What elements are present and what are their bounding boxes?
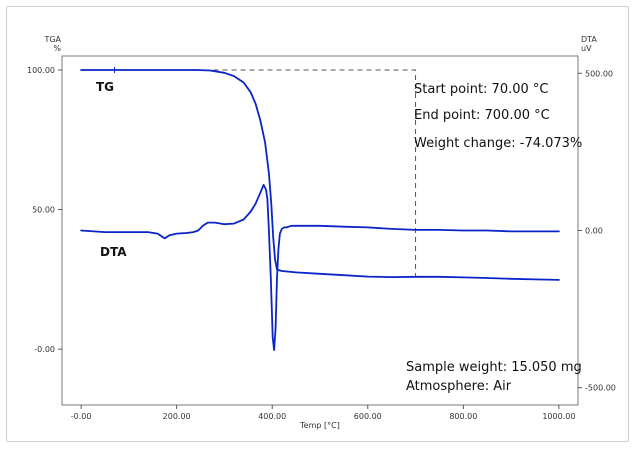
left-tick-label: -0.00 [34, 345, 55, 354]
x-tick-label: 800.00 [449, 412, 477, 421]
x-axis-title: Temp [°C] [299, 421, 340, 430]
right-axis-title: DTA [581, 35, 597, 44]
atmosphere-annotation: Atmosphere: Air [406, 379, 512, 394]
left-tick-label: 50.00 [32, 206, 55, 215]
x-tick-label: 600.00 [354, 412, 382, 421]
tg-series-line [80, 69, 560, 281]
right-tick-label: -500.00 [585, 384, 616, 393]
weight-change-annotation: Weight change: -74.073% [414, 136, 582, 151]
dta-series-line [80, 183, 560, 351]
left-tick-label: 100.00 [27, 66, 55, 75]
left-axis-unit: % [53, 44, 61, 53]
sample-weight-annotation: Sample weight: 15.050 mg [406, 360, 582, 375]
tg-series-label: TG [96, 80, 114, 94]
end-point-annotation: End point: 700.00 °C [414, 108, 550, 123]
dta-series-label: DTA [100, 245, 127, 259]
chart-frame [6, 6, 629, 442]
left-axis-title: TGA [43, 35, 61, 44]
x-tick-label: 1000.00 [542, 412, 575, 421]
start-point-annotation: Start point: 70.00 °C [414, 82, 548, 97]
right-axis-unit: uV [581, 44, 592, 53]
x-tick-label: 400.00 [258, 412, 286, 421]
x-tick-label: 200.00 [163, 412, 191, 421]
x-tick-label: -0.00 [71, 412, 92, 421]
weight-change-marker [114, 69, 417, 277]
right-tick-label: 500.00 [585, 69, 613, 78]
right-tick-label: 0.00 [585, 227, 603, 236]
